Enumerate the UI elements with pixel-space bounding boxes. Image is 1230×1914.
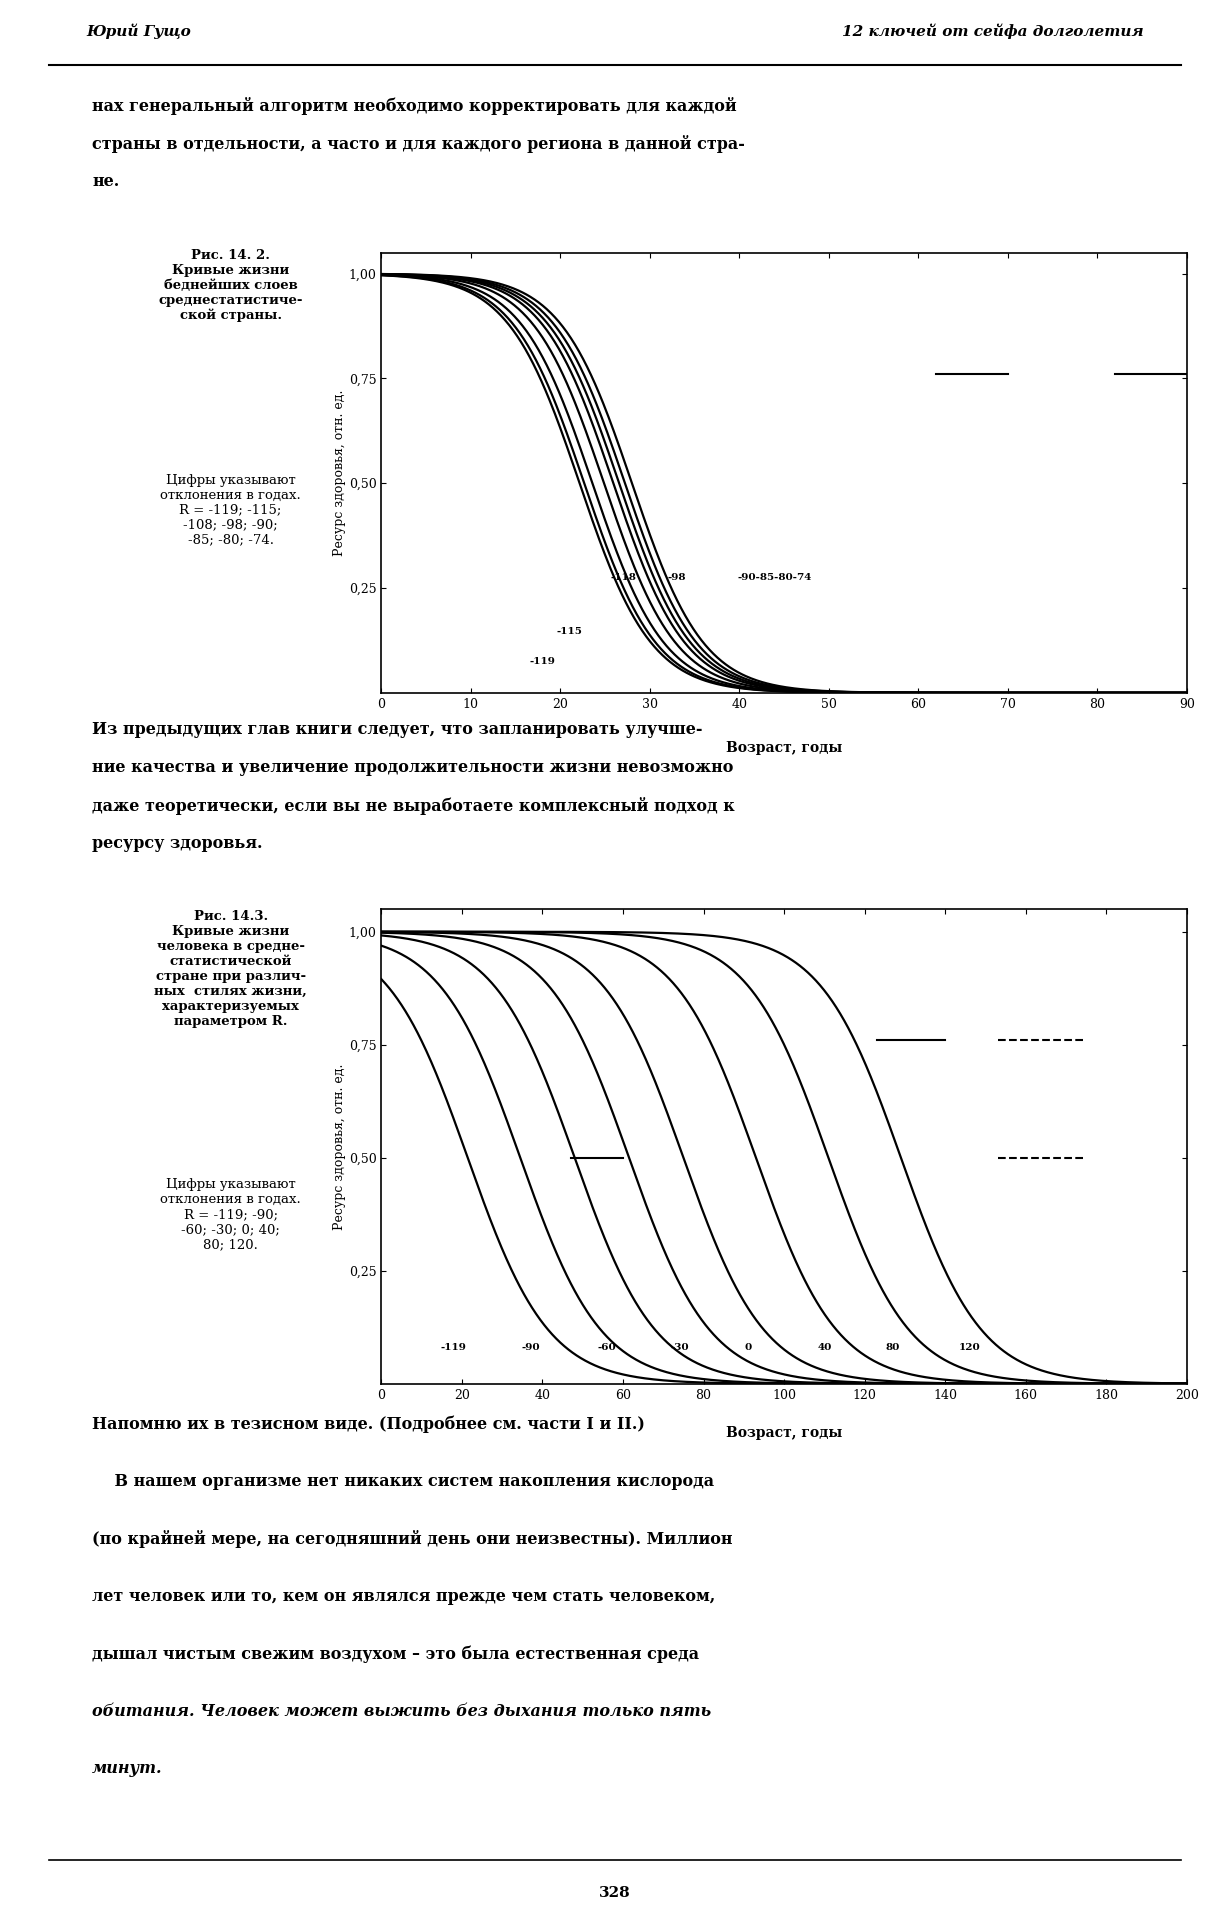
Text: дышал чистым свежим воздухом – это была естественная среда: дышал чистым свежим воздухом – это была …: [92, 1644, 700, 1663]
Text: лет человек или то, кем он являлся прежде чем стать человеком,: лет человек или то, кем он являлся прежд…: [92, 1589, 716, 1604]
Y-axis label: Ресурс здоровья, отн. ед.: Ресурс здоровья, отн. ед.: [333, 390, 346, 555]
Text: -115: -115: [556, 628, 582, 635]
Text: 40: 40: [817, 1344, 831, 1351]
Text: (по крайней мере, на сегодняшний день они неизвестны). Миллион: (по крайней мере, на сегодняшний день он…: [92, 1531, 733, 1548]
Text: 0: 0: [744, 1344, 752, 1351]
Text: -119: -119: [440, 1344, 466, 1351]
Text: минут.: минут.: [92, 1761, 162, 1776]
Y-axis label: Ресурс здоровья, отн. ед.: Ресурс здоровья, отн. ед.: [333, 1064, 346, 1229]
Text: Возраст, годы: Возраст, годы: [726, 741, 843, 754]
Text: -90-85-80-74: -90-85-80-74: [738, 572, 812, 582]
Text: Из предыдущих глав книги следует, что запланировать улучше-: Из предыдущих глав книги следует, что за…: [92, 722, 702, 739]
Text: 328: 328: [599, 1885, 631, 1899]
Text: 80: 80: [886, 1344, 900, 1351]
Text: обитания. Человек может выжить без дыхания только пять: обитания. Человек может выжить без дыхан…: [92, 1703, 711, 1719]
Text: Возраст, годы: Возраст, годы: [726, 1426, 843, 1439]
Text: -119: -119: [529, 657, 556, 666]
Text: Рис. 14. 2.
Кривые жизни
беднейших слоев
среднестатистиче-
ской страны.: Рис. 14. 2. Кривые жизни беднейших слоев…: [159, 249, 303, 322]
Text: даже теоретически, если вы не выработаете комплексный подход к: даже теоретически, если вы не выработает…: [92, 796, 736, 815]
Text: Юрий Гущо: Юрий Гущо: [86, 23, 191, 40]
Text: Рис. 14.3.
Кривые жизни
человека в средне-
статистической
стране при различ-
ных: Рис. 14.3. Кривые жизни человека в средн…: [154, 909, 308, 1028]
Text: Цифры указывают
отклонения в годах.
R = -119; -90;
-60; -30; 0; 40;
80; 120.: Цифры указывают отклонения в годах. R = …: [160, 1179, 301, 1252]
Text: Напомню их в тезисном виде. (Подробнее см. части I и II.): Напомню их в тезисном виде. (Подробнее с…: [92, 1414, 645, 1434]
Text: 120: 120: [958, 1344, 980, 1351]
Text: нах генеральный алгоритм необходимо корректировать для каждой: нах генеральный алгоритм необходимо корр…: [92, 96, 737, 115]
Text: -118: -118: [610, 572, 636, 582]
Text: ресурсу здоровья.: ресурсу здоровья.: [92, 835, 263, 852]
Text: В нашем организме нет никаких систем накопления кислорода: В нашем организме нет никаких систем нак…: [92, 1474, 715, 1489]
Text: -60: -60: [598, 1344, 616, 1351]
Text: -90: -90: [522, 1344, 540, 1351]
Text: 12 ключей от сейфа долголетия: 12 ключей от сейфа долголетия: [843, 25, 1144, 40]
Text: страны в отдельности, а часто и для каждого региона в данной стра-: страны в отдельности, а часто и для кажд…: [92, 134, 745, 153]
Text: ние качества и увеличение продолжительности жизни невозможно: ние качества и увеличение продолжительно…: [92, 758, 733, 775]
Text: -98: -98: [668, 572, 686, 582]
Text: не.: не.: [92, 172, 119, 189]
Text: -30: -30: [670, 1344, 689, 1351]
Text: Цифры указывают
отклонения в годах.
R = -119; -115;
-108; -98; -90;
-85; -80; -7: Цифры указывают отклонения в годах. R = …: [160, 475, 301, 547]
